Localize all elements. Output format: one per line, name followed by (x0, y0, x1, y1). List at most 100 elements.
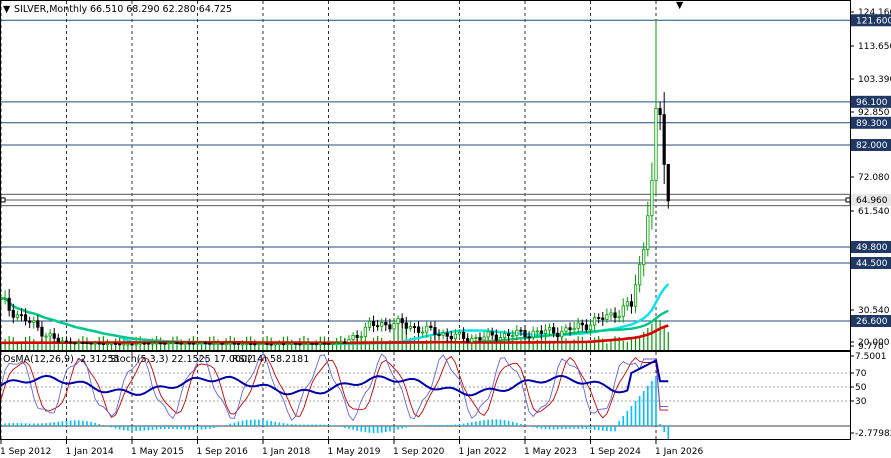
candle-body (240, 343, 245, 346)
candle-body (400, 318, 404, 324)
osma-label: OsMA(12,26,9) -2.31255 (3, 354, 120, 365)
level-label: 82.000 (856, 141, 888, 151)
time-tick-label: 1 Sep 2012 (0, 447, 51, 457)
candle-body (494, 334, 498, 341)
price-tick-label: 30.540 (858, 306, 890, 316)
candle-body (416, 326, 421, 333)
candle-body (269, 343, 273, 346)
rsi-label: RSI(14) 58.2181 (232, 354, 309, 365)
candle-body (302, 343, 306, 346)
candle-body (621, 305, 625, 317)
shift-marker-icon[interactable]: ▼ (676, 0, 684, 11)
candle-body (11, 309, 15, 318)
time-tick-label: 1 Sep 2016 (197, 447, 249, 457)
candle-body (0, 297, 3, 300)
candle-body (150, 342, 155, 345)
candle-body (347, 339, 351, 343)
candle-body (502, 333, 507, 338)
candle-body (564, 327, 568, 332)
candle-body (245, 343, 249, 346)
oscillator-panel (0, 352, 850, 440)
candle-body (584, 324, 589, 331)
candle-body (376, 325, 380, 328)
time-tick-label: 1 May 2023 (524, 447, 577, 457)
candle-body (457, 331, 462, 335)
candle-body (597, 317, 601, 319)
candle-body (224, 343, 228, 346)
candle-body (277, 343, 281, 346)
candle-body (265, 343, 269, 346)
candle-body (335, 342, 339, 344)
osc-tick-label: 50 (855, 383, 867, 393)
candle-body (515, 329, 519, 336)
price-tick-label: 103.390 (858, 75, 891, 85)
candle-body (543, 329, 548, 334)
osc-tick-label: 70 (855, 369, 867, 379)
candle-body (232, 342, 236, 345)
candle-body (572, 327, 576, 331)
candle-body (310, 343, 314, 345)
candle-body (19, 314, 24, 317)
candle-body (306, 343, 310, 345)
price-tick-label: 124.160 (858, 8, 891, 18)
candle-body (228, 342, 232, 345)
candle-body (273, 343, 277, 346)
time-tick-label: 1 May 2019 (328, 447, 381, 457)
candle-body (171, 342, 175, 345)
candle-body (339, 341, 343, 344)
stoch-main-line (0, 352, 669, 422)
candle-body (261, 343, 265, 346)
time-tick-label: 1 Jan 2026 (655, 447, 703, 457)
level-label-box (851, 241, 891, 253)
price-axis: 124.160 113.650 103.390 92.850 82.000 72.080 6… (850, 8, 891, 439)
time-tick-label: 1 Sep 2020 (393, 447, 445, 457)
price-line-handle-right (845, 197, 851, 203)
level-label: 49.800 (856, 243, 888, 253)
chart-symbol-icon[interactable]: ▼ (3, 4, 11, 15)
level-label: 121.600 (856, 16, 891, 26)
time-tick-label: 1 Sep 2024 (590, 447, 642, 457)
candle-body (3, 297, 7, 300)
candle-body (437, 334, 441, 336)
candle-body (654, 107, 658, 181)
candle-body (167, 342, 171, 345)
candle-body (109, 343, 114, 345)
candle-body (429, 325, 433, 328)
time-tick-label: 1 May 2015 (131, 447, 184, 457)
candle-body (498, 337, 503, 341)
candle-body (613, 312, 617, 318)
candle-body (130, 343, 134, 346)
chart-symbol: SILVER,Monthly (14, 4, 88, 15)
candle-body (531, 330, 535, 338)
price-tick-label: 113.650 (858, 42, 891, 52)
candle-body (547, 327, 552, 331)
candle-body (138, 342, 142, 345)
candle-body (85, 342, 89, 344)
candle-body (343, 341, 347, 344)
candle-body (367, 320, 372, 328)
time-tick-label: 1 Jan 2022 (459, 447, 507, 457)
candle-body (617, 315, 621, 318)
candle-body (662, 114, 666, 165)
candle-body (93, 342, 97, 345)
candle-body (52, 333, 56, 339)
candle-body (650, 180, 654, 217)
candle-body (568, 327, 572, 331)
candle-body (97, 342, 101, 345)
candle-body (646, 215, 650, 250)
candle-body (199, 342, 204, 345)
candle-body (32, 320, 36, 323)
candle-body (146, 342, 150, 345)
candle-body (666, 163, 670, 202)
candle-body (36, 320, 40, 328)
candle-body (253, 343, 257, 346)
osc-tick-label: 30 (855, 397, 867, 407)
candle-body (539, 330, 543, 334)
candle-body (48, 333, 52, 337)
candle-body (183, 342, 187, 345)
candle-body (404, 322, 408, 329)
candle-body (68, 341, 73, 344)
candle-body (7, 297, 11, 311)
level-label: 89.300 (856, 119, 888, 129)
